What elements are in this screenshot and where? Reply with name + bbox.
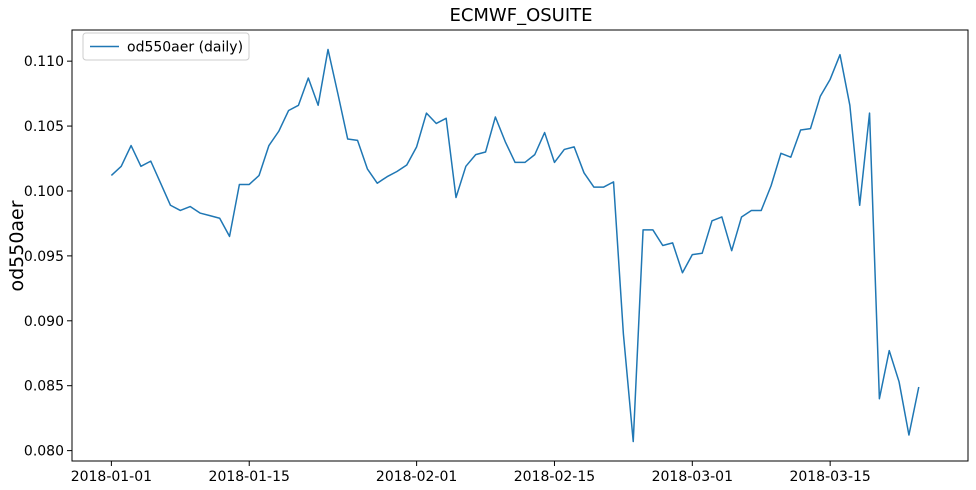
y-tick-label: 0.105 [24,119,64,135]
plot-area [71,29,969,462]
y-tick-label: 0.100 [24,184,64,200]
series-line [110,48,920,443]
y-tick-label: 0.085 [24,379,64,395]
y-tick-label: 0.080 [24,444,64,460]
x-tick-label: 2018-03-15 [789,469,870,485]
x-tick-label: 2018-03-01 [652,469,733,485]
legend-box [82,32,250,61]
x-axis: 2018-01-01 2018-01-15 2018-02-01 2018-02-15… [71,461,871,485]
series-layer [110,48,920,443]
plot-frame [71,29,969,462]
legend: od550aer (daily) [82,32,250,61]
chart-title: ECMWF_OSUITE [449,5,592,26]
y-tick-label: 0.090 [24,314,64,330]
x-tick-label: 2018-01-15 [209,469,290,485]
y-axis-label: od550aer [6,200,28,291]
x-tick-label: 2018-02-15 [514,469,595,485]
x-tick-label: 2018-02-01 [376,469,457,485]
y-axis: 0.080 0.085 0.090 0.095 0.100 0.105 0.110 [24,54,72,460]
y-tick-label: 0.110 [24,54,64,70]
y-tick-label: 0.095 [24,249,64,265]
x-tick-label: 2018-01-01 [71,469,152,485]
legend-label: od550aer (daily) [127,40,243,56]
